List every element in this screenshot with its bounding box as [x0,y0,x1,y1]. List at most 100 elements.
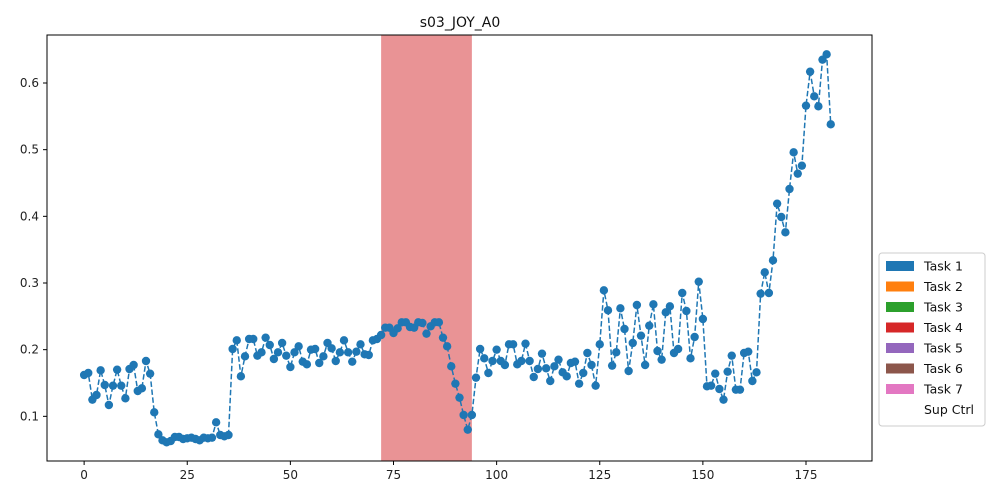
data-point [500,360,510,370]
data-point [649,300,658,309]
data-point [224,430,233,440]
data-point [112,365,122,374]
data-point [793,169,802,178]
data-point [777,212,786,222]
data-point [261,333,270,342]
data-point [636,331,646,340]
data-point [339,336,349,345]
data-point [141,356,151,366]
data-point [315,358,324,368]
data-point [117,381,126,390]
data-point [356,340,365,349]
data-point [591,381,600,390]
data-point [723,367,732,376]
data-point [801,101,811,110]
y-tick-label: 0.6 [20,76,39,90]
legend-swatch [886,384,914,394]
legend-items: Task 1 Task 2 Task 3 Task 4 Task 5 Task 6 Task… [886,259,974,417]
data-point [335,348,345,357]
data-point [418,318,427,328]
data-point [694,277,703,286]
x-tick-label: 125 [588,468,611,482]
data-point [686,354,695,363]
x-tick-label: 25 [180,468,195,482]
data-point [331,356,340,366]
data-point [232,336,241,345]
y-tick-label: 0.1 [20,409,39,423]
data-point [269,354,279,364]
data-point [422,329,431,338]
data-point [529,372,538,382]
data-point [533,364,543,374]
data-point [810,92,819,101]
x-tick-label: 100 [485,468,508,482]
data-point [624,366,633,376]
data-point [719,395,728,404]
data-point [236,372,246,381]
data-point [525,356,534,366]
data-point [310,344,320,354]
data-point [100,380,109,390]
data-point [376,330,386,340]
data-point [290,348,299,357]
data-point [249,334,258,344]
data-point [661,308,670,317]
legend-swatch [886,322,914,333]
legend-label: Task 6 [923,361,963,376]
data-point [475,344,485,354]
data-point [352,347,361,356]
data-point [599,286,609,295]
data-point [781,228,790,237]
data-point [678,288,687,298]
legend-label: Task 7 [923,382,963,397]
data-point [562,372,571,381]
data-point [645,321,654,330]
x-tick-label: 0 [80,468,88,482]
y-axis: 0.1 0.2 0.3 0.4 0.5 0.6 [20,76,47,423]
data-point [447,362,456,371]
data-point [121,394,130,403]
data-point [772,199,782,208]
data-point [137,384,147,393]
data-point [488,356,497,366]
data-point [517,356,526,366]
legend-label: Task 4 [923,320,963,335]
x-tick-label: 175 [795,468,818,482]
data-point [537,349,547,358]
data-point [822,50,831,59]
data-point [612,348,621,357]
data-point [554,355,563,364]
data-point [343,348,353,357]
data-point [480,354,489,363]
data-point [302,360,312,369]
data-point [628,338,637,348]
data-point [715,384,724,394]
y-tick-label: 0.4 [20,209,39,223]
data-point [273,348,283,357]
data-point [607,361,617,370]
legend-frame [878,252,986,427]
legend-label: Task 5 [923,341,963,356]
legend-swatch [886,343,914,353]
legend-label: Task 3 [923,300,963,315]
data-point [96,366,105,375]
data-point [789,148,798,157]
legend-swatch [886,302,914,312]
data-point [579,368,588,378]
data-point [632,300,642,310]
data-point [620,324,629,334]
data-point [541,364,551,373]
data-point [752,368,761,377]
data-point [108,381,118,390]
data-point [616,304,625,313]
data-point [760,268,769,277]
data-point [546,376,555,386]
legend-swatch [886,281,914,292]
data-point [583,348,592,358]
data-point [438,333,448,342]
data-point [484,368,493,378]
y-tick-label: 0.2 [20,343,39,357]
data-point [682,306,691,316]
data-point [744,347,753,356]
data-point [348,357,357,366]
